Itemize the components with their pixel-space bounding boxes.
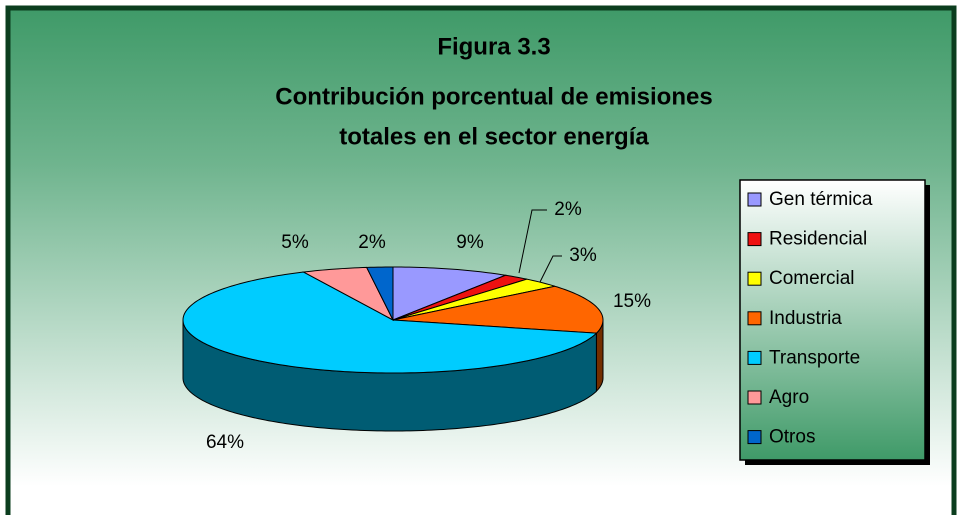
legend-label: Industria: [769, 308, 842, 329]
legend-swatch: [747, 350, 762, 365]
pie: [182, 266, 604, 432]
legend-label: Gen térmica: [769, 189, 873, 210]
legend-label: Otros: [769, 427, 815, 448]
leader-line: [518, 209, 547, 274]
leader-line: [539, 255, 562, 283]
legend-label: Comercial: [769, 268, 855, 289]
pie-slice: [392, 285, 604, 334]
data-label: 2%: [358, 232, 386, 253]
legend-label: Residencial: [769, 229, 867, 250]
pie-slice: [301, 266, 395, 322]
data-label: 5%: [281, 232, 309, 253]
legend-swatch: [747, 232, 762, 247]
data-label: 15%: [613, 291, 651, 312]
data-label: 3%: [569, 245, 597, 266]
pie-slice: [392, 278, 555, 321]
pie-slice: [365, 266, 394, 321]
chart-title: totales en el sector energía: [339, 123, 649, 150]
data-label: 2%: [554, 199, 582, 220]
data-label: 9%: [456, 232, 484, 253]
chart-title: Figura 3.3: [437, 33, 550, 60]
legend-swatch: [747, 271, 762, 286]
legend: [739, 179, 926, 461]
legend-label: Agro: [769, 387, 809, 408]
pie-slice: [182, 271, 598, 374]
chart-title: Contribución porcentual de emisiones: [275, 83, 712, 110]
legend-swatch: [747, 390, 762, 405]
pie-slice: [392, 274, 528, 321]
data-label: 64%: [206, 432, 244, 453]
legend-swatch: [747, 311, 762, 326]
pie-slice: [392, 266, 508, 321]
legend-swatch: [747, 192, 762, 207]
legend-swatch: [747, 430, 762, 445]
legend-label: Transporte: [769, 347, 860, 368]
